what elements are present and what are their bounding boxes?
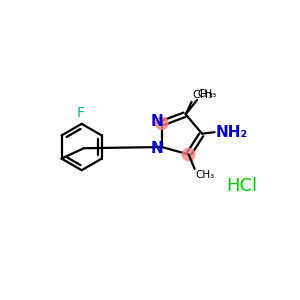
Text: N: N bbox=[150, 141, 163, 156]
Text: N: N bbox=[150, 114, 163, 129]
Text: HCl: HCl bbox=[226, 177, 258, 195]
Text: NH₂: NH₂ bbox=[216, 125, 248, 140]
Circle shape bbox=[156, 117, 168, 130]
Circle shape bbox=[182, 148, 195, 161]
Text: CH₃: CH₃ bbox=[196, 170, 215, 180]
Text: CH₃: CH₃ bbox=[198, 89, 217, 99]
Text: F: F bbox=[76, 106, 84, 120]
Text: CH₃: CH₃ bbox=[192, 90, 213, 100]
